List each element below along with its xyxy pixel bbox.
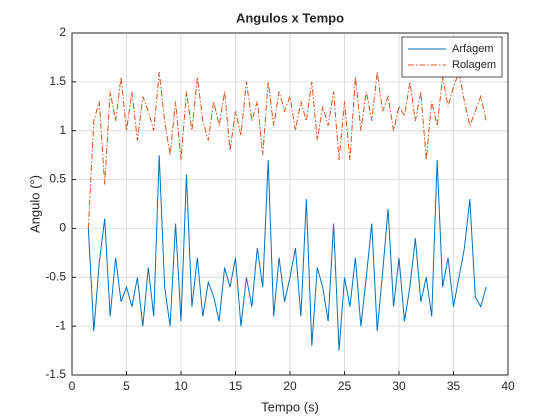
x-tick-label: 25 [338,379,352,393]
x-tick-label: 20 [283,379,297,393]
x-tick-label: 0 [69,379,76,393]
x-axis-label: Tempo (s) [261,399,319,414]
series-line [87,70,487,229]
legend-label: Arfagem [452,43,494,55]
y-tick-label: 0.5 [49,172,66,186]
series-line [87,155,487,351]
y-tick-label: -1 [55,318,66,332]
x-tick-label: 40 [501,379,515,393]
y-tick-label: -0.5 [45,269,66,283]
legend-label: Rolagem [452,59,496,71]
x-tick-label: 10 [174,379,188,393]
x-tick-label: 15 [229,379,243,393]
y-tick-label: 1 [59,123,66,137]
x-tick-label: 5 [123,379,130,393]
x-tick-label: 30 [392,379,406,393]
y-tick-label: -1.5 [45,367,66,381]
y-axis-label: Angulo (°) [27,175,42,233]
x-tick-label: 35 [447,379,461,393]
y-tick-label: 1.5 [49,74,66,88]
plot-frame [71,32,509,376]
y-tick-label: 2 [59,25,66,39]
legend-box [401,36,503,78]
chart-title: Angulos x Tempo [236,10,344,25]
y-tick-label: 0 [59,221,66,235]
